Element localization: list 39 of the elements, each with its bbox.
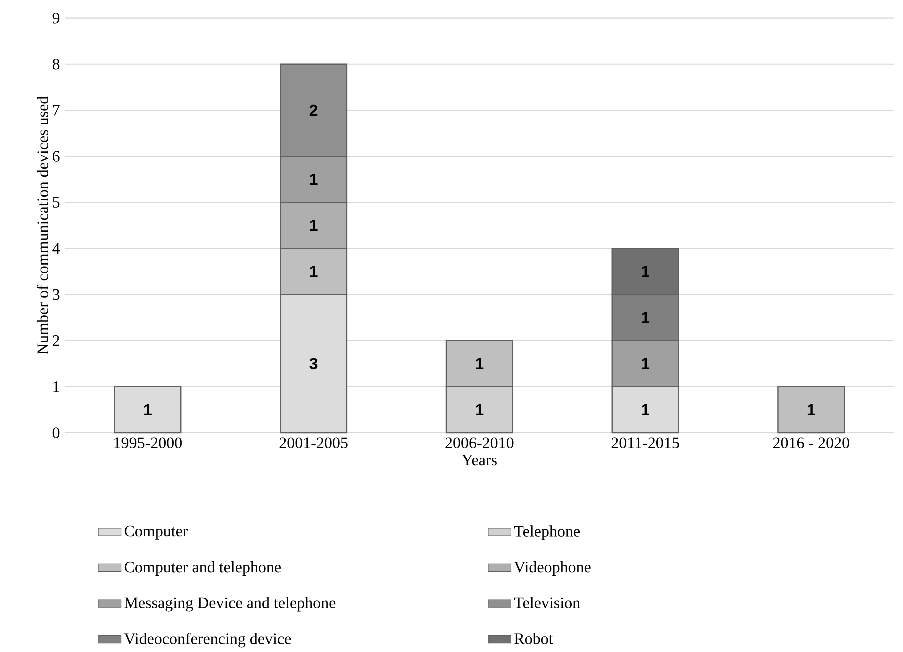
data-label: 1 [642, 312, 650, 324]
y-tick-label: 6 [52, 151, 60, 162]
data-label: 1 [642, 266, 650, 278]
legend-label: Computer and telephone [124, 562, 281, 576]
legend-label: Robot [514, 633, 554, 645]
y-tick-label: 8 [52, 59, 60, 70]
legend-label: Videophone [514, 562, 591, 576]
x-tick-label: 2001-2005 [280, 438, 348, 449]
data-label: 2 [310, 105, 318, 116]
data-label: 1 [476, 358, 484, 370]
x-tick-label: 1995-2000 [114, 438, 182, 449]
legend-label: Videoconferencing device [124, 633, 292, 648]
legend-label: Messaging Device and telephone [124, 597, 336, 612]
legend-label: Computer [124, 526, 188, 540]
data-label: 1 [808, 404, 816, 416]
y-tick-label: 2 [53, 336, 60, 346]
data-label: 3 [310, 358, 318, 370]
x-tick-label: 2016 - 2020 [773, 438, 850, 449]
y-tick-label: 0 [52, 428, 60, 439]
y-tick-label: 3 [53, 290, 60, 300]
data-label: 1 [476, 404, 484, 416]
x-tick-label: 2006-2010 [446, 438, 514, 449]
y-tick-label: 7 [53, 105, 60, 116]
legend-label: Television [514, 597, 580, 609]
y-axis-title: Number of communication devices used [37, 96, 48, 355]
y-tick-label: 4 [52, 244, 60, 254]
y-tick-label: 5 [53, 198, 60, 208]
data-label: 1 [310, 220, 318, 232]
data-label: 1 [144, 404, 152, 416]
data-label: 1 [310, 266, 318, 278]
x-axis-title: Years [462, 455, 497, 466]
data-label: 1 [642, 404, 650, 416]
data-label: 1 [310, 174, 318, 186]
bar [778, 386, 846, 434]
legend-label: Telephone [514, 526, 580, 540]
x-tick-label: 2011-2015 [612, 438, 680, 449]
y-tick-label: 1 [54, 382, 60, 392]
data-label: 1 [642, 358, 650, 370]
y-tick-label: 9 [52, 13, 60, 24]
